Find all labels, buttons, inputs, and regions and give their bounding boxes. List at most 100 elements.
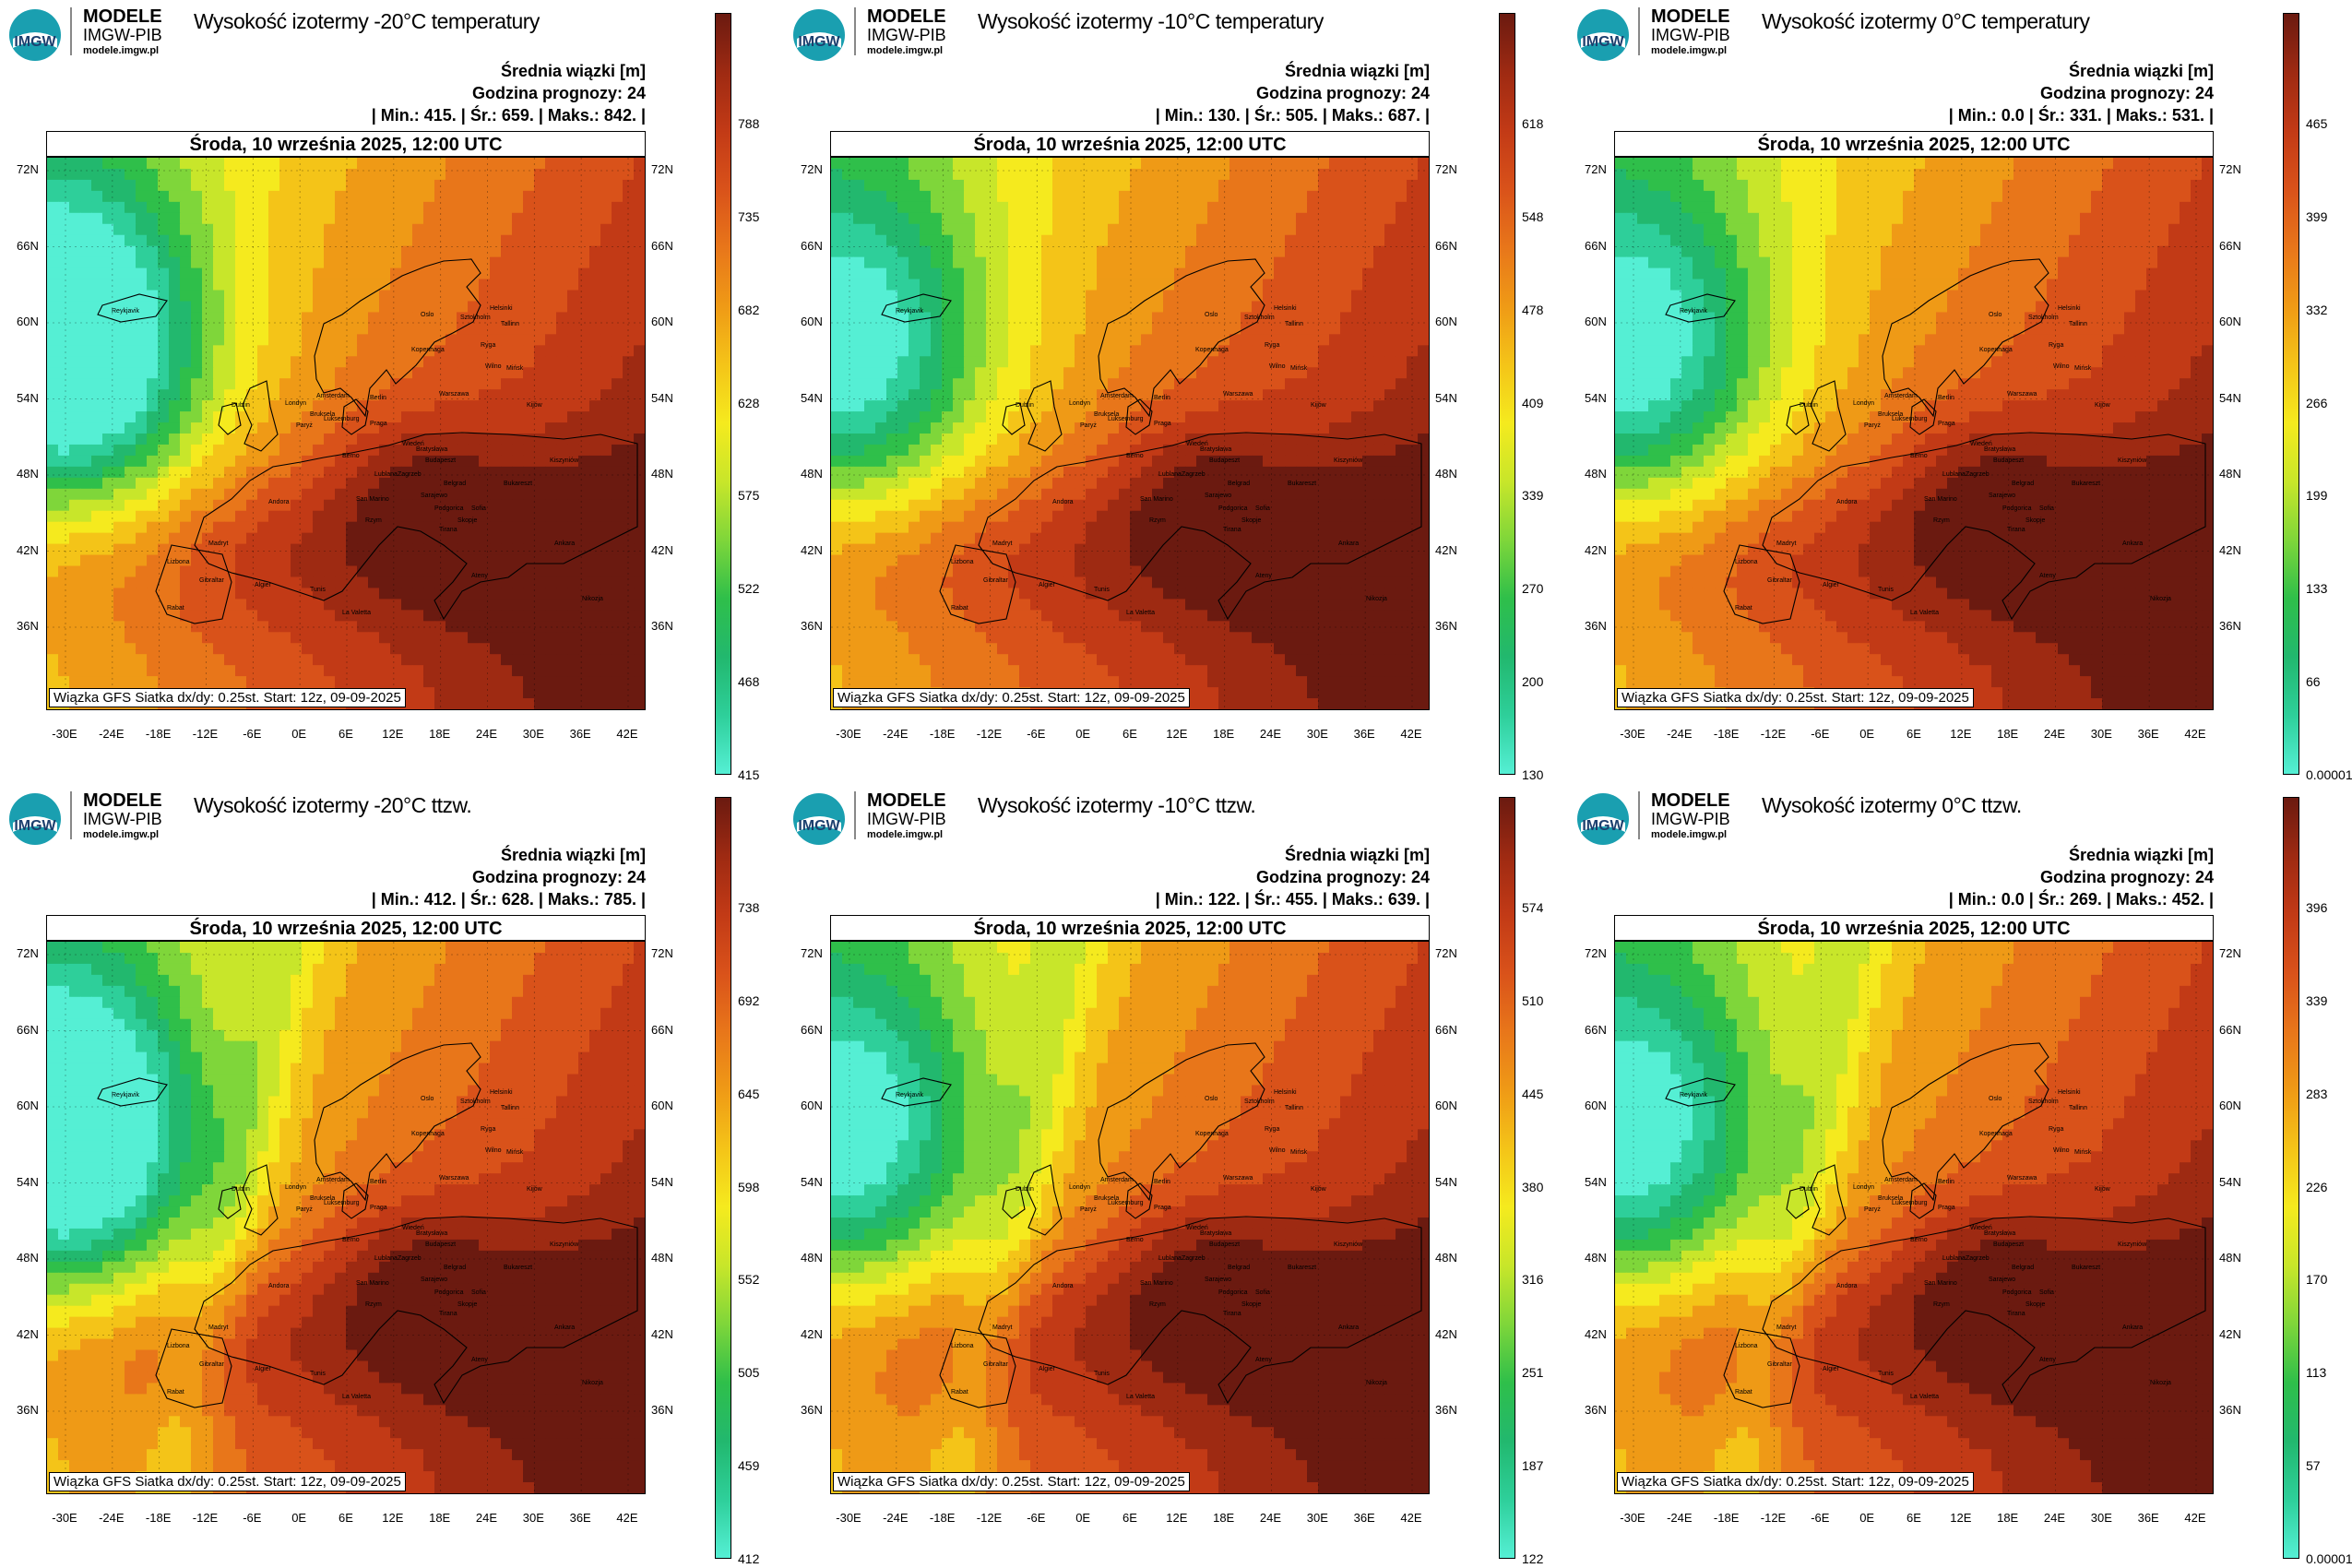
heatmap-cell <box>412 279 424 291</box>
heatmap-cell <box>412 510 424 523</box>
heatmap-cell <box>302 267 314 280</box>
heatmap-cell <box>1407 588 1419 600</box>
heatmap-cell <box>1152 245 1164 258</box>
heatmap-cell <box>1196 576 1208 589</box>
heatmap-cell <box>1396 334 1408 346</box>
heatmap-cell <box>1196 543 1208 556</box>
heatmap-cell <box>634 245 645 258</box>
heatmap-cell <box>1285 466 1297 479</box>
brand-url: modele.imgw.pl <box>867 45 944 56</box>
heatmap-cell <box>235 179 247 192</box>
heatmap-cell <box>268 234 280 247</box>
heatmap-cell <box>1119 466 1131 479</box>
heatmap-cell <box>997 510 1009 523</box>
heatmap-cell <box>578 245 590 258</box>
heatmap-cell <box>113 356 125 368</box>
heatmap-cell <box>1263 212 1275 225</box>
heatmap-cell <box>291 334 303 346</box>
heatmap-cell <box>224 334 236 346</box>
city-label: Dublin <box>232 402 250 409</box>
heatmap-cell <box>1163 158 1175 170</box>
heatmap-cell <box>147 223 159 236</box>
heatmap-cell <box>235 422 247 434</box>
heatmap-cell <box>379 212 391 225</box>
heatmap-cell <box>1274 444 1286 457</box>
heatmap-cell <box>80 654 92 666</box>
heatmap-cell <box>213 488 225 501</box>
heatmap-cell <box>434 654 446 666</box>
heatmap-cell <box>302 466 314 479</box>
heatmap-cell <box>1218 223 1230 236</box>
heatmap-cell <box>457 455 469 468</box>
heatmap-cell <box>1196 223 1208 236</box>
heatmap-cell <box>1119 158 1131 170</box>
heatmap-cell <box>501 521 513 534</box>
heatmap-cell <box>1407 510 1419 523</box>
heatmap-cell <box>335 234 347 247</box>
heatmap-cell <box>986 477 998 490</box>
heatmap-cell <box>1318 499 1330 512</box>
heatmap-cell <box>634 554 645 567</box>
heatmap-cell <box>1141 389 1153 401</box>
heatmap-cell <box>1063 212 1075 225</box>
heatmap-cell <box>1296 345 1308 357</box>
heatmap-cell <box>612 477 624 490</box>
heatmap-cell <box>1075 499 1087 512</box>
heatmap-cell <box>1318 267 1330 280</box>
heatmap-cell <box>1307 256 1319 269</box>
heatmap-cell <box>1196 190 1208 203</box>
heatmap-cell <box>346 643 358 655</box>
heatmap-cell <box>920 290 932 303</box>
heatmap-cell <box>567 279 579 291</box>
heatmap-cell <box>897 477 909 490</box>
map-area[interactable]: Oslo Sztokholm Helsinki Tallinn Ryga Wilno Miń… <box>830 157 1430 710</box>
heatmap-cell <box>1019 279 1031 291</box>
heatmap-cell <box>512 643 524 655</box>
heatmap-cell <box>1119 323 1131 335</box>
heatmap-cell <box>490 499 502 512</box>
heatmap-cell <box>1229 223 1241 236</box>
heatmap-cell <box>600 610 612 622</box>
heatmap-cell <box>1396 345 1408 357</box>
heatmap-cell <box>578 510 590 523</box>
heatmap-cell <box>235 599 247 611</box>
heatmap-cell <box>545 367 557 379</box>
heatmap-cell <box>1296 367 1308 379</box>
heatmap-cell <box>368 444 380 457</box>
heatmap-cell <box>158 676 170 688</box>
heatmap-cell <box>534 543 546 556</box>
heatmap-cell <box>91 367 103 379</box>
heatmap-cell <box>1407 499 1419 512</box>
heatmap-cell <box>1351 378 1363 390</box>
heatmap-cell <box>147 245 159 258</box>
heatmap-cell <box>545 599 557 611</box>
heatmap-cell <box>412 610 424 622</box>
heatmap-cell <box>1418 345 1429 357</box>
map-area[interactable]: Oslo Sztokholm Helsinki Tallinn Ryga Wilno Miń… <box>46 157 646 710</box>
heatmap-cell <box>623 345 635 357</box>
heatmap-cell <box>257 444 269 457</box>
heatmap-cell <box>864 554 876 567</box>
heatmap-cell <box>909 267 921 280</box>
heatmap-cell <box>468 323 480 335</box>
heatmap-cell <box>1252 267 1264 280</box>
heatmap-cell <box>479 499 491 512</box>
heatmap-cell <box>567 256 579 269</box>
heatmap-cell <box>1075 290 1087 303</box>
heatmap-cell <box>457 301 469 314</box>
heatmap-cell <box>1329 510 1341 523</box>
heatmap-cell <box>545 621 557 633</box>
heatmap-cell <box>69 245 81 258</box>
heatmap-cell <box>47 323 59 335</box>
heatmap-cell <box>831 301 843 314</box>
heatmap-cell <box>257 168 269 181</box>
heatmap-cell <box>224 323 236 335</box>
heatmap-cell <box>346 356 358 368</box>
heatmap-cell <box>490 521 502 534</box>
heatmap-cell <box>1097 554 1109 567</box>
heatmap-cell <box>1196 234 1208 247</box>
heatmap-cell <box>1340 543 1352 556</box>
heatmap-cell <box>1163 554 1175 567</box>
heatmap-cell <box>58 654 70 666</box>
heatmap-cell <box>257 389 269 401</box>
